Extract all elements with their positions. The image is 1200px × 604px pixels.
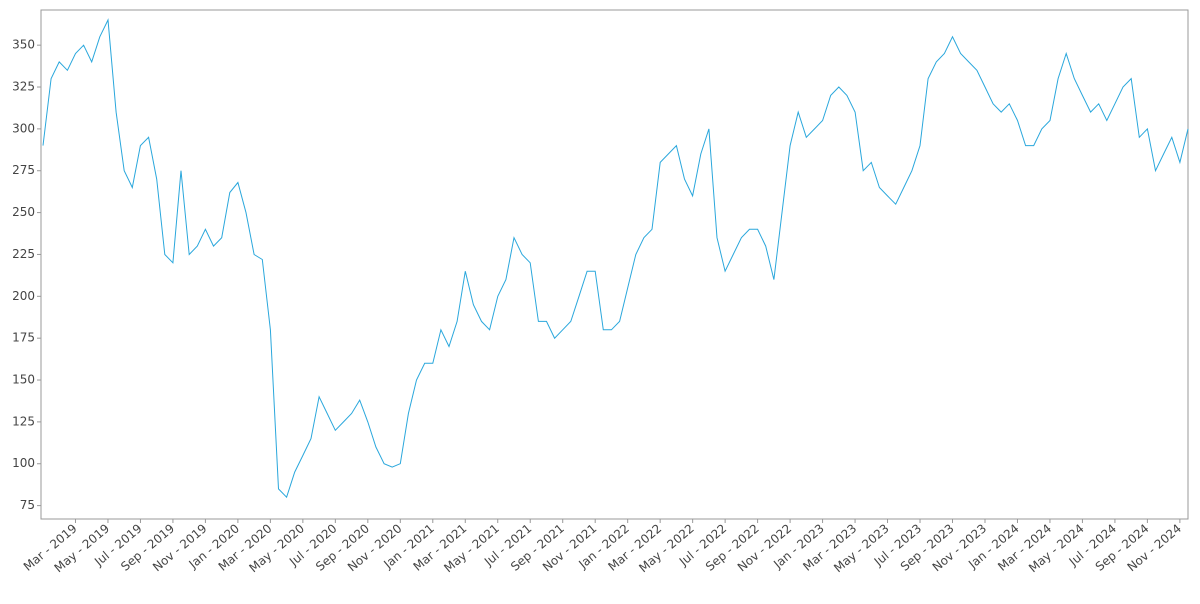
y-tick-label: 325 [12,80,35,94]
y-tick-label: 125 [12,414,35,428]
y-tick-label: 150 [12,373,35,387]
y-tick-label: 300 [12,121,35,135]
plot-frame [40,9,1189,520]
y-tick-label: 225 [12,247,35,261]
y-tick-label: 100 [12,456,35,470]
y-tick-label: 200 [12,289,35,303]
series-line [42,18,1189,499]
y-tick-label: 75 [20,498,35,512]
y-tick-label: 250 [12,205,35,219]
y-tick-label: 350 [12,38,35,52]
y-tick-label: 175 [12,331,35,345]
y-tick-label: 275 [12,163,35,177]
